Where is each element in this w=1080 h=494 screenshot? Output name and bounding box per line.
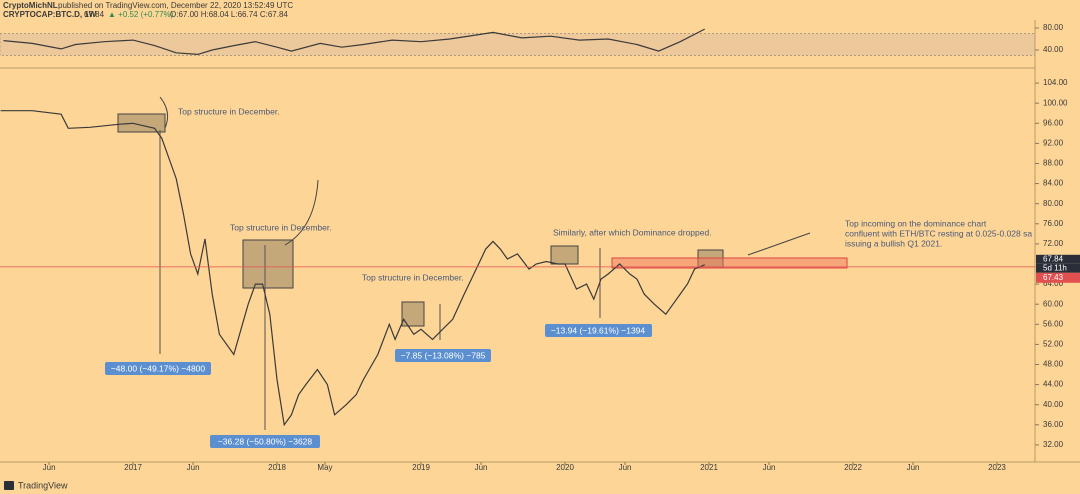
x-tick-label: 2018: [268, 463, 286, 472]
rsi-band: [0, 32, 1036, 57]
y-tick-label: 48.00: [1043, 360, 1064, 369]
y-tick-label: 56.00: [1043, 319, 1064, 328]
x-tick-label: Jun: [475, 463, 488, 472]
y-tick-label: 60.00: [1043, 299, 1064, 308]
arrow: [284, 179, 319, 246]
y-tick-label: 100.00: [1043, 98, 1068, 107]
footer-logo: [4, 481, 14, 490]
x-tick-label: May: [317, 463, 332, 472]
measure-label: −7.85 (−13.08%) −785: [401, 350, 486, 360]
header-ohlc: O:67.00 H:68.04 L:66.74 C:67.84: [170, 10, 288, 19]
y-tick-label: 80.00: [1043, 199, 1064, 208]
y-tick-label: 88.00: [1043, 159, 1064, 168]
annotation: Top incoming on the dominance chart: [845, 218, 987, 228]
x-tick-label: Jun: [43, 463, 56, 472]
annotation: Top structure in December.: [362, 272, 464, 282]
measure-box: [395, 349, 491, 362]
published: published on TradingView.com, December 2…: [58, 1, 293, 10]
x-tick-label: 2023: [988, 463, 1006, 472]
x-tick-label: Jun: [763, 463, 776, 472]
y-tick-label: 96.00: [1043, 118, 1064, 127]
structure-box: [550, 245, 579, 265]
structure-box: [401, 301, 425, 327]
x-tick-label: 2020: [556, 463, 574, 472]
measure-label: −36.28 (−50.80%) −3628: [218, 436, 313, 446]
y-tick-label: 36.00: [1043, 420, 1064, 429]
annotation: confluent with ETH/BTC resting at 0.025-…: [845, 228, 1032, 238]
measure-box: [210, 435, 320, 448]
rsi-tick-label: 40.00: [1043, 45, 1064, 54]
measure-label: −13.94 (−19.61%) −1394: [551, 325, 646, 335]
footer-brand: TradingView: [18, 480, 68, 490]
rsi-tick-label: 80.00: [1043, 23, 1064, 32]
y-tick-label: 40.00: [1043, 400, 1064, 409]
rsi-line: [3, 28, 705, 56]
annotation: Top structure in December.: [230, 222, 332, 232]
header-last: 67.84: [84, 10, 105, 19]
arrow: [159, 96, 169, 129]
last-price-box: [1036, 254, 1080, 264]
x-tick-label: 2019: [412, 463, 430, 472]
last-price-label: 67.84: [1043, 254, 1064, 263]
measure-box: [545, 324, 652, 337]
hline-box: [1036, 272, 1080, 283]
y-tick-label: 32.00: [1043, 440, 1064, 449]
price-line: [0, 110, 705, 427]
y-tick-label: 64.00: [1043, 279, 1064, 288]
y-tick-label: 52.00: [1043, 340, 1064, 349]
y-tick-label: 92.00: [1043, 138, 1064, 147]
measure-label: −48.00 (−49.17%) −4800: [111, 363, 206, 373]
measure-box: [105, 362, 211, 375]
annotation: issuing a bullish Q1 2021.: [845, 238, 942, 248]
y-tick-label: 44.00: [1043, 380, 1064, 389]
x-tick-label: Jun: [619, 463, 632, 472]
structure-box: [117, 113, 166, 133]
x-tick-label: 2022: [844, 463, 862, 472]
annotation: Top structure in December.: [178, 106, 280, 116]
countdown-box: [1036, 263, 1080, 273]
countdown-label: 5d 11h: [1043, 263, 1067, 272]
target-zone: [611, 257, 848, 269]
y-tick-label: 84.00: [1043, 179, 1064, 188]
x-tick-label: 2021: [700, 463, 718, 472]
y-tick-label: 104.00: [1043, 78, 1068, 87]
annotation: Similarly, after which Dominance dropped…: [553, 227, 712, 237]
arrow: [747, 232, 811, 256]
header-change: ▲ +0.52 (+0.77%): [108, 10, 174, 19]
structure-box: [242, 239, 294, 289]
x-tick-label: Jun: [187, 463, 200, 472]
hline-label: 67.43: [1043, 273, 1064, 282]
symbol: CRYPTOCAP:BTC.D, 1W: [3, 10, 97, 19]
y-tick-label: 72.00: [1043, 239, 1064, 248]
x-tick-label: 2017: [124, 463, 142, 472]
author: CryptoMichNL: [3, 1, 58, 10]
y-tick-label: 76.00: [1043, 219, 1064, 228]
x-tick-label: Jun: [907, 463, 920, 472]
